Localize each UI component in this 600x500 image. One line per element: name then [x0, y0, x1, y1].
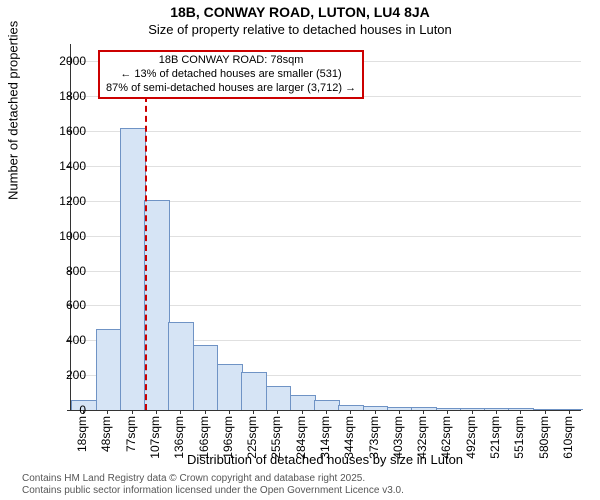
- y-tick-label: 200: [36, 368, 86, 382]
- x-tick-label: 462sqm: [439, 416, 453, 459]
- histogram-bar: [96, 329, 122, 410]
- x-tick-label: 18sqm: [75, 416, 89, 452]
- histogram-bar: [557, 409, 583, 410]
- histogram-bar: [266, 386, 292, 410]
- y-tick-label: 1000: [36, 229, 86, 243]
- x-tick-label: 77sqm: [124, 416, 138, 452]
- x-tick-label: 107sqm: [148, 416, 162, 459]
- footer-attribution: Contains HM Land Registry data © Crown c…: [22, 473, 404, 497]
- y-tick-label: 400: [36, 333, 86, 347]
- highlight-marker: [145, 96, 147, 410]
- x-tick-label: 255sqm: [269, 416, 283, 459]
- property-size-chart: 18B, CONWAY ROAD, LUTON, LU4 8JA Size of…: [0, 0, 600, 500]
- footer-line1: Contains HM Land Registry data © Crown c…: [22, 473, 404, 485]
- y-tick-label: 1800: [36, 89, 86, 103]
- y-tick-label: 800: [36, 264, 86, 278]
- histogram-bar: [144, 200, 170, 410]
- annotation-box: 18B CONWAY ROAD: 78sqm← 13% of detached …: [98, 50, 364, 99]
- x-tick-label: 136sqm: [172, 416, 186, 459]
- histogram-bar: [168, 322, 194, 410]
- y-tick-label: 1400: [36, 159, 86, 173]
- x-tick-label: 551sqm: [512, 416, 526, 459]
- footer-line2: Contains public sector information licen…: [22, 485, 404, 497]
- x-tick-label: 166sqm: [197, 416, 211, 459]
- histogram-bar: [217, 364, 243, 410]
- x-tick-label: 225sqm: [245, 416, 259, 459]
- x-tick-label: 344sqm: [342, 416, 356, 459]
- x-tick-label: 432sqm: [415, 416, 429, 459]
- x-tick-label: 492sqm: [464, 416, 478, 459]
- x-tick-label: 403sqm: [391, 416, 405, 459]
- y-axis-label: Number of detached properties: [6, 21, 21, 200]
- y-tick-label: 1600: [36, 124, 86, 138]
- x-tick-label: 284sqm: [294, 416, 308, 459]
- x-tick-label: 196sqm: [221, 416, 235, 459]
- histogram-bar: [241, 372, 267, 410]
- y-tick-label: 1200: [36, 194, 86, 208]
- x-tick-label: 521sqm: [488, 416, 502, 459]
- histogram-bar: [387, 407, 413, 410]
- histogram-bar: [314, 400, 340, 410]
- x-tick-label: 48sqm: [99, 416, 113, 452]
- x-tick-label: 580sqm: [537, 416, 551, 459]
- x-tick-label: 373sqm: [367, 416, 381, 459]
- histogram-bar: [120, 128, 146, 410]
- chart-subtitle: Size of property relative to detached ho…: [0, 22, 600, 37]
- y-tick-label: 2000: [36, 54, 86, 68]
- chart-title: 18B, CONWAY ROAD, LUTON, LU4 8JA: [0, 4, 600, 20]
- y-tick-label: 0: [36, 403, 86, 417]
- annotation-line1: 18B CONWAY ROAD: 78sqm: [106, 54, 356, 68]
- histogram-bar: [460, 408, 486, 410]
- histogram-bar: [193, 345, 219, 410]
- x-tick-label: 610sqm: [561, 416, 575, 459]
- x-tick-label: 314sqm: [318, 416, 332, 459]
- histogram-bar: [290, 395, 316, 410]
- annotation-line3: 87% of semi-detached houses are larger (…: [106, 82, 356, 96]
- annotation-line2: ← 13% of detached houses are smaller (53…: [106, 68, 356, 82]
- y-tick-label: 600: [36, 298, 86, 312]
